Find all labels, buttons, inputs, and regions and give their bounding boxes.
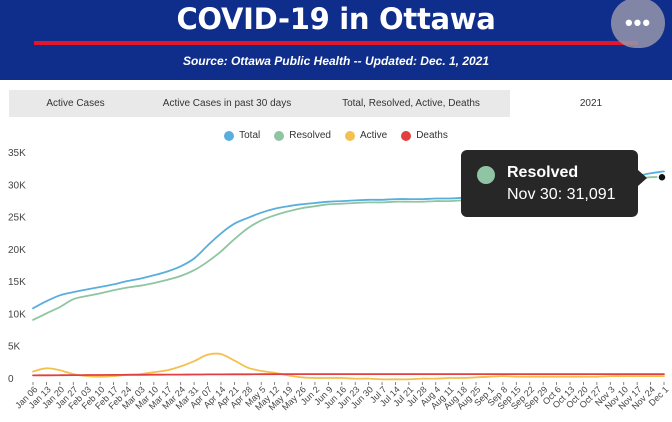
header-banner: COVID-19 in Ottawa Source: Ottawa Public… <box>0 0 672 80</box>
more-options-button[interactable]: ••• <box>611 0 665 48</box>
tooltip-series-name: Resolved <box>507 164 579 181</box>
legend-swatch-resolved <box>274 130 285 141</box>
legend-swatch-deaths <box>401 130 412 141</box>
tab-total-resolved-active-deaths[interactable]: Total, Resolved, Active, Deaths <box>312 90 510 117</box>
series-line-deaths <box>32 373 665 377</box>
legend-label-active: Active <box>359 130 388 141</box>
tab-bar: Active Cases Active Cases in past 30 day… <box>9 90 672 117</box>
tooltip-value: Nov 30: 31,091 <box>507 186 616 203</box>
y-tick-label: 0 <box>8 374 14 385</box>
y-tick-label: 5K <box>8 342 21 353</box>
tab-2021[interactable]: 2021 <box>510 90 672 117</box>
y-tick-label: 20K <box>8 245 26 256</box>
chart-legend: Total Resolved Active Deaths <box>0 130 672 141</box>
y-tick-label: 30K <box>8 180 26 191</box>
legend-swatch-total <box>224 130 235 141</box>
hover-tooltip: Resolved Nov 30: 31,091 <box>461 150 647 217</box>
tab-label: Total, Resolved, Active, Deaths <box>342 98 480 109</box>
hover-point-marker <box>657 172 667 182</box>
tooltip-series-swatch <box>477 166 495 184</box>
legend-item-deaths[interactable]: Deaths <box>401 130 448 141</box>
legend-label-deaths: Deaths <box>416 130 448 141</box>
y-tick-label: 25K <box>8 213 26 224</box>
tab-label: Active Cases in past 30 days <box>162 98 292 109</box>
y-tick-label: 35K <box>8 148 26 159</box>
legend-label-total: Total <box>239 130 261 141</box>
legend-swatch-active <box>344 130 355 141</box>
tab-active-cases-30-days[interactable]: Active Cases in past 30 days <box>142 90 312 117</box>
tab-active-cases[interactable]: Active Cases <box>9 90 142 117</box>
legend-item-resolved[interactable]: Resolved <box>274 130 331 141</box>
tab-label: 2021 <box>579 98 603 109</box>
more-icon: ••• <box>624 10 652 35</box>
title-underline <box>34 41 638 45</box>
legend-item-total[interactable]: Total <box>224 130 260 141</box>
y-tick-label: 15K <box>8 277 26 288</box>
y-tick-label: 10K <box>8 309 26 320</box>
legend-item-active[interactable]: Active <box>344 130 388 141</box>
tab-label: Active Cases <box>46 98 105 109</box>
source-subtitle: Source: Ottawa Public Health -- Updated:… <box>182 54 490 68</box>
legend-label-resolved: Resolved <box>289 130 331 141</box>
page-title: COVID-19 in Ottawa <box>176 2 496 36</box>
